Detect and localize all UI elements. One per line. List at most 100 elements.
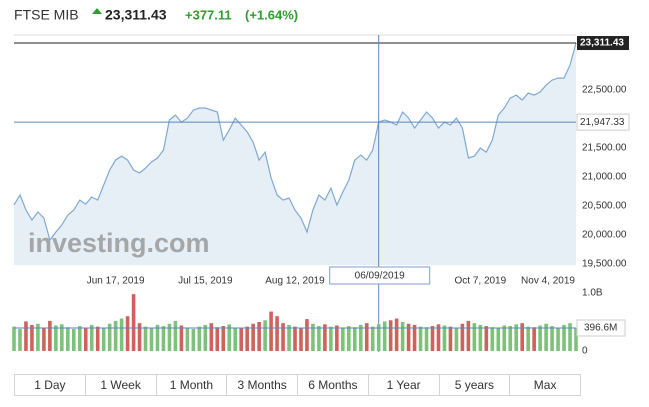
volume-bar [442, 325, 447, 351]
volume-bar [532, 327, 536, 351]
volume-bar [60, 324, 64, 351]
range-button[interactable]: 5 years [440, 375, 511, 395]
range-button[interactable]: 1 Week [86, 375, 157, 395]
volume-bar [406, 323, 411, 351]
volume-bar [233, 327, 238, 351]
volume-bar [382, 321, 387, 351]
range-bar: 1 Day 1 Week 1 Month 3 Months 6 Months 1 Year… [14, 374, 581, 396]
volume-bar [71, 328, 76, 351]
x-tick-label: Aug 12, 2019 [265, 276, 325, 287]
volume-bar [335, 325, 339, 351]
volume-bar [370, 326, 375, 351]
y-tick-label: 22,500.00 [582, 85, 627, 96]
volume-bar [460, 323, 465, 351]
volume-bar [95, 326, 100, 351]
volume-bar [275, 316, 279, 351]
volume-bar [472, 323, 477, 351]
volume-bar [311, 323, 315, 351]
volume-bar [305, 319, 309, 351]
volume-bar [131, 294, 136, 351]
y-tick-label: 21,500.00 [582, 143, 627, 154]
range-button[interactable]: Max [533, 378, 557, 392]
volume-bar [436, 324, 441, 351]
volume-bar [376, 324, 381, 351]
volume-bar [281, 323, 285, 351]
volume-bar [317, 326, 321, 351]
volume-bar [155, 324, 160, 351]
volume-bar [293, 326, 297, 351]
volume-bar [48, 320, 52, 351]
last-value-label: 23,311.43 [580, 38, 624, 49]
volume-bar [257, 322, 261, 351]
volume-bar [12, 326, 16, 351]
volume-bar [329, 326, 333, 351]
volume-bar [358, 324, 363, 351]
volume-bar [209, 323, 214, 351]
volume-bar [263, 320, 267, 351]
y-tick-label: 20,500.00 [582, 201, 627, 212]
volume-bar [352, 327, 357, 351]
last-volume-box [576, 319, 626, 337]
crosshair-y-box [576, 113, 630, 131]
volume-bar [119, 318, 124, 351]
x-tick-label: Oct 7, 2019 [454, 276, 506, 287]
range-button[interactable]: 1 Day [15, 375, 86, 395]
volume-bar [454, 327, 459, 351]
range-button[interactable]: 3 Months [227, 375, 298, 395]
volume-bar [347, 326, 351, 351]
volume-bar [143, 326, 148, 351]
volume-bar [36, 323, 40, 351]
volume-bar [430, 326, 435, 351]
volume-bar [394, 318, 399, 351]
volume-bar [484, 326, 489, 351]
up-arrow [92, 8, 102, 14]
volume-bar [179, 325, 184, 351]
y-tick-label: 20,000.00 [582, 230, 627, 241]
price-line [13, 42, 577, 242]
volume-tick-label: 0 [582, 346, 588, 357]
volume-bar [568, 323, 572, 351]
volume-bar [215, 327, 220, 351]
volume-bar [107, 323, 112, 351]
volume-bar [269, 311, 273, 351]
volume-bar [388, 320, 393, 351]
volume-bar [520, 323, 524, 351]
volume-bar [227, 324, 232, 351]
volume-bar [364, 323, 369, 351]
volume-bar [556, 327, 560, 351]
volume-bar [341, 327, 345, 351]
range-button[interactable]: 6 Months [298, 375, 369, 395]
x-tick-label: Jul 15, 2019 [178, 276, 233, 287]
volume-bar [221, 326, 226, 351]
volume-bar [418, 326, 423, 351]
volume-bar [323, 324, 327, 351]
volume-bar [42, 328, 46, 351]
volume-bar [508, 326, 513, 351]
volume-bar [424, 327, 429, 351]
volume-bar [167, 323, 172, 351]
volume-bar [538, 325, 542, 351]
volume-bar [191, 328, 196, 351]
volume-bar [448, 326, 453, 351]
crosshair-x-box [329, 266, 431, 285]
volume-bar [113, 320, 118, 351]
volume-bar [83, 327, 88, 351]
volume-bar [496, 327, 501, 351]
last-volume-label: 396.6M [584, 323, 617, 334]
volume-bar [502, 325, 507, 351]
volume-bar [203, 324, 208, 351]
volume-bar [24, 321, 28, 351]
volume-bar [137, 323, 142, 351]
chart-title: FTSE MIB [14, 7, 79, 23]
crosshair-x-label: 06/09/2019 [355, 271, 405, 282]
range-button[interactable]: 1 Year [369, 375, 440, 395]
volume-bar [30, 324, 34, 351]
volume-bar [490, 327, 495, 351]
range-button[interactable]: 1 Month [157, 375, 228, 395]
volume-bar [197, 326, 202, 351]
volume-bar [526, 326, 530, 351]
volume-bar [54, 325, 58, 351]
volume-bar [66, 327, 70, 351]
volume-bar [245, 326, 249, 351]
change: +377.11 [185, 7, 232, 22]
